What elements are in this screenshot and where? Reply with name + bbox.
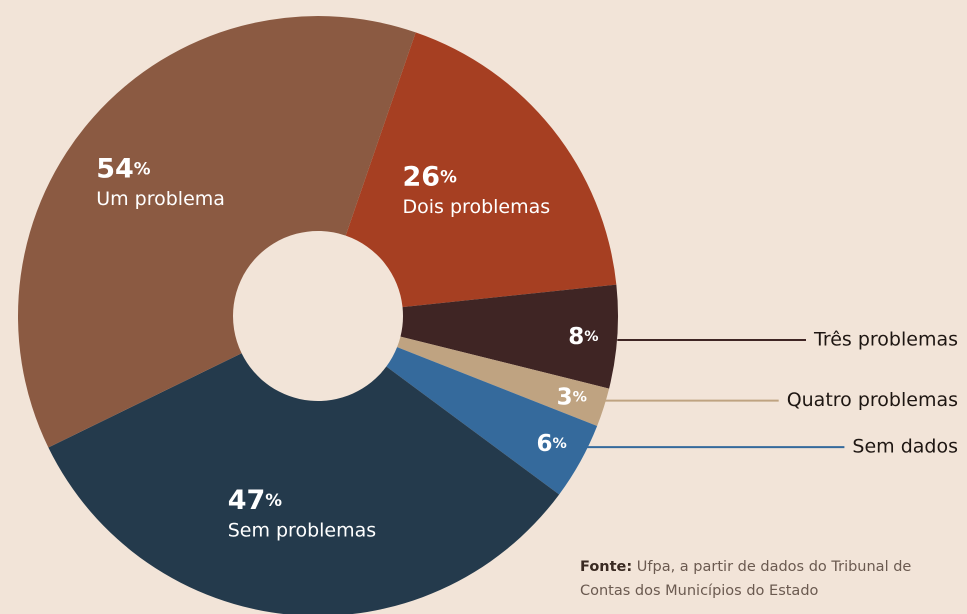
source: Fonte: Ufpa, a partir de dados do Tribun… <box>580 559 911 575</box>
value-label: 6% <box>537 431 567 457</box>
source-line: Ufpa, a partir de dados do Tribunal de <box>637 559 912 575</box>
slice <box>345 32 617 308</box>
category-label: Dois problemas <box>403 196 551 218</box>
value-label: 3% <box>557 384 587 410</box>
slice <box>400 284 619 389</box>
value-label: 47% <box>228 485 283 516</box>
value-number: 8 <box>568 323 584 349</box>
source-label: Fonte: <box>580 559 632 575</box>
category-label: Um problema <box>96 188 225 210</box>
value-label: 26% <box>403 161 458 192</box>
category-label: Sem problemas <box>228 520 376 542</box>
value-number: 3 <box>557 384 573 410</box>
value-unit: % <box>584 329 598 345</box>
value-number: 47 <box>228 485 266 516</box>
value-label: 54% <box>96 153 151 184</box>
value-unit: % <box>265 490 282 510</box>
value-label: 8% <box>568 323 598 349</box>
value-unit: % <box>134 158 151 178</box>
slice <box>17 15 416 448</box>
slice <box>48 353 560 614</box>
value-number: 6 <box>537 431 553 457</box>
category-label: Sem dados <box>852 436 958 458</box>
value-unit: % <box>573 390 587 406</box>
value-unit: % <box>440 166 457 186</box>
slice <box>397 336 610 426</box>
value-number: 26 <box>403 161 441 192</box>
slice <box>386 347 598 495</box>
source-line: Contas dos Municípios do Estado <box>580 583 819 599</box>
value-number: 54 <box>96 153 134 184</box>
category-label: Quatro problemas <box>787 389 958 411</box>
category-label: Três problemas <box>813 328 958 350</box>
value-unit: % <box>553 436 567 452</box>
